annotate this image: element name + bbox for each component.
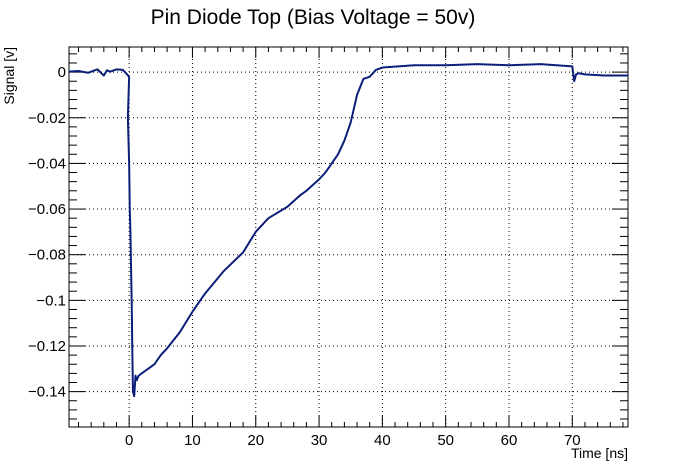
x-tick-label: 0 (125, 432, 133, 449)
y-tick-label: −0.14 (28, 384, 66, 401)
y-tick-label: −0.06 (28, 201, 66, 218)
plot-frame (68, 46, 629, 428)
y-tick-label: 0 (58, 64, 66, 81)
x-tick-label: 30 (311, 432, 328, 449)
y-tick-label: −0.04 (28, 155, 66, 172)
y-tick-label: −0.1 (36, 292, 66, 309)
x-tick-label: 20 (247, 432, 264, 449)
y-tick-label: −0.12 (28, 338, 66, 355)
series-line (68, 63, 628, 398)
x-tick-label: 50 (437, 432, 454, 449)
y-axis-title: Signal [v] (1, 47, 17, 105)
x-tick-label: 40 (374, 432, 391, 449)
series-layer (68, 63, 628, 398)
y-tick-label: −0.02 (28, 110, 66, 127)
x-axis: 0 10 20 30 40 50 60 70 (77, 47, 624, 449)
grid-lines (69, 47, 628, 427)
x-tick-label: 10 (184, 432, 201, 449)
y-axis: 0 −0.02 −0.04 −0.06 −0.08 −0.1 −0.12 −0.14 (28, 53, 628, 420)
y-tick-label: −0.08 (28, 247, 66, 264)
x-axis-title: Time [ns] (571, 445, 628, 461)
x-tick-label: 70 (564, 432, 581, 449)
x-tick-label: 60 (501, 432, 518, 449)
chart-title: Pin Diode Top (Bias Voltage = 50v) (151, 6, 476, 29)
